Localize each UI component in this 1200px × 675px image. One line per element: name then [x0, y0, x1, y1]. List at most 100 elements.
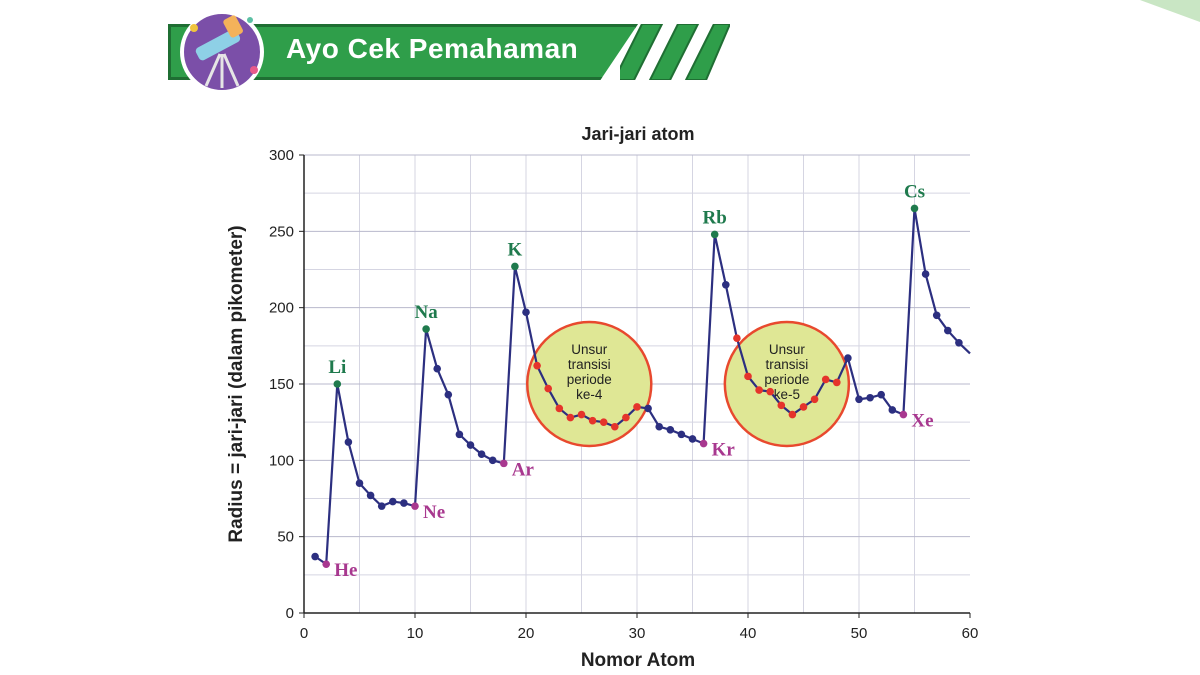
annotation-text: Unsur	[571, 342, 608, 357]
y-tick-label: 0	[286, 605, 294, 622]
data-point	[477, 450, 486, 459]
data-point	[444, 390, 453, 399]
data-point-transition	[810, 395, 819, 404]
x-tick-label: 50	[851, 625, 868, 642]
data-point	[666, 426, 675, 434]
data-point-transition	[755, 386, 763, 394]
data-point-transition	[833, 378, 841, 387]
data-point-k	[511, 262, 519, 271]
y-tick-label: 50	[277, 529, 294, 546]
annotation-text: periode	[764, 372, 809, 387]
data-point-transition	[611, 422, 619, 431]
data-point-transition	[555, 404, 564, 413]
y-tick-label: 150	[269, 376, 294, 393]
data-point-transition	[788, 410, 797, 419]
data-point-na	[422, 325, 430, 333]
chart-annotations: Unsurtransisiperiodeke-4Unsurtransisiper…	[526, 320, 851, 448]
data-point	[377, 502, 386, 510]
element-label-cs: Cs	[904, 181, 925, 202]
annotation-text: transisi	[568, 357, 611, 372]
data-point	[944, 326, 952, 335]
annotation-text: transisi	[765, 357, 808, 372]
x-tick-label: 10	[407, 625, 424, 642]
chart-grid	[304, 154, 970, 613]
element-label-ne: Ne	[423, 502, 445, 523]
data-point-kr	[699, 439, 708, 448]
banner-stripes	[620, 24, 730, 80]
data-point-transition	[566, 413, 575, 422]
data-point	[644, 404, 652, 413]
data-point	[522, 308, 530, 317]
data-point	[888, 406, 897, 414]
data-point	[455, 430, 464, 439]
data-point	[877, 390, 885, 399]
data-point	[955, 338, 963, 347]
annotation-circle	[723, 320, 851, 448]
element-label-k: K	[508, 239, 523, 260]
data-point	[366, 491, 375, 500]
element-label-ar: Ar	[512, 459, 535, 480]
y-tick-label: 250	[269, 223, 294, 240]
x-tick-label: 20	[518, 625, 535, 642]
data-point	[655, 422, 663, 431]
chart-points	[311, 204, 963, 568]
chart-axes: 0 10 20 30 40 50 60 0 50 100 150 200 250 300	[269, 147, 978, 642]
data-point	[311, 552, 319, 561]
y-tick-label: 300	[269, 147, 294, 164]
element-label-li: Li	[328, 357, 346, 378]
data-point-transition	[544, 384, 552, 393]
data-point-ar	[500, 459, 508, 468]
data-point	[433, 364, 442, 373]
data-point	[488, 456, 497, 465]
data-point-transition	[588, 416, 597, 425]
data-point	[921, 270, 930, 278]
data-point-transition	[744, 372, 752, 381]
data-point-transition	[577, 410, 586, 419]
element-label-he: He	[334, 560, 357, 581]
data-point-transition	[766, 387, 774, 396]
data-point-transition	[633, 403, 641, 411]
element-label-rb: Rb	[703, 207, 727, 228]
y-tick-label: 100	[269, 452, 294, 469]
annotation-circle	[526, 320, 653, 448]
x-tick-label: 60	[962, 625, 979, 642]
data-point	[722, 280, 730, 289]
data-point-cs	[910, 204, 919, 213]
corner-decoration	[1140, 0, 1200, 22]
y-axis-title: Radius = jari-jari (dalam pikometer)	[226, 225, 247, 542]
data-point-transition	[777, 401, 786, 410]
data-point	[389, 497, 397, 506]
telescope-icon	[180, 10, 264, 94]
data-point	[932, 311, 941, 320]
data-point	[400, 499, 408, 507]
x-tick-label: 30	[629, 625, 646, 642]
x-tick-label: 40	[740, 625, 757, 642]
data-point	[866, 393, 874, 402]
data-point	[677, 430, 686, 439]
data-point-transition	[622, 413, 630, 422]
data-point-transition	[733, 334, 741, 343]
element-label-kr: Kr	[712, 440, 736, 461]
data-point-transition	[799, 403, 808, 411]
annotation-text: ke-5	[774, 387, 800, 402]
data-point-transition	[533, 361, 541, 370]
data-point-transition	[599, 418, 608, 426]
x-axis-title: Nomor Atom	[581, 650, 695, 671]
x-tick-label: 0	[300, 625, 308, 642]
data-point-xe	[899, 410, 908, 419]
banner-title: Ayo Cek Pemahaman	[286, 33, 579, 64]
element-labels: Li Na K Rb Cs He Ne Ar Kr Xe	[328, 181, 933, 581]
annotation-text: periode	[567, 372, 612, 387]
data-point-rb	[710, 230, 719, 239]
data-point	[688, 435, 697, 443]
data-point	[355, 479, 364, 488]
element-label-na: Na	[414, 302, 438, 323]
data-point-he	[322, 560, 331, 568]
data-point-li	[333, 380, 342, 388]
data-point	[844, 354, 852, 362]
annotation-text: Unsur	[769, 342, 806, 357]
data-point-ne	[411, 502, 419, 510]
data-point-transition	[821, 375, 830, 384]
data-point	[855, 395, 863, 404]
